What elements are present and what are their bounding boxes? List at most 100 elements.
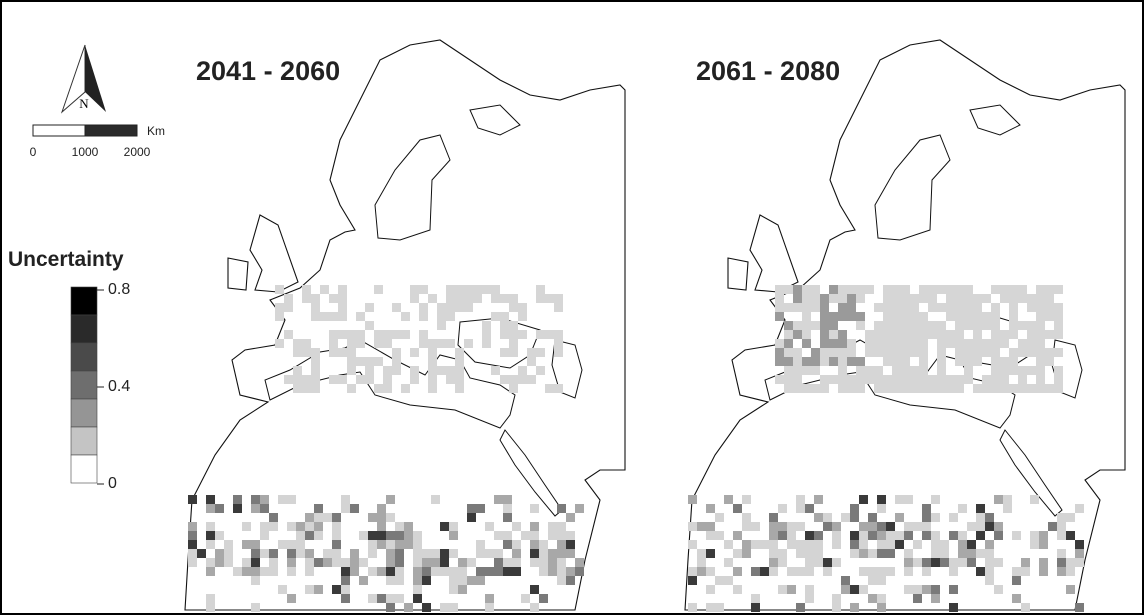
cell [206, 558, 215, 567]
cell [1045, 357, 1054, 366]
map-panel-left: 2041 - 2060 [184, 39, 626, 612]
cell [554, 348, 563, 357]
north-label: N [79, 96, 89, 111]
cell [856, 375, 865, 384]
cell [269, 549, 278, 558]
cell [509, 348, 518, 357]
cell [536, 294, 545, 303]
cell [437, 366, 446, 375]
cell [536, 348, 545, 357]
cell [1045, 330, 1054, 339]
cell [937, 366, 946, 375]
cell [910, 348, 919, 357]
cell [296, 549, 305, 558]
cell [503, 513, 512, 522]
cell [1009, 321, 1018, 330]
cell [973, 303, 982, 312]
cell [473, 285, 482, 294]
cell [482, 339, 491, 348]
cell [856, 357, 865, 366]
cell [994, 558, 1003, 567]
cell [985, 540, 994, 549]
cell [742, 549, 751, 558]
cell [784, 348, 793, 357]
cell [1009, 330, 1018, 339]
cell [820, 357, 829, 366]
cell [802, 303, 811, 312]
cell [494, 495, 503, 504]
arrow-right [85, 45, 106, 112]
cell [973, 312, 982, 321]
cell [985, 513, 994, 522]
cell [982, 339, 991, 348]
cell [269, 558, 278, 567]
cell [922, 504, 931, 513]
cell [874, 366, 883, 375]
cell [823, 567, 832, 576]
cell [530, 558, 539, 567]
cell [955, 357, 964, 366]
cell [958, 504, 967, 513]
cell [829, 312, 838, 321]
cell [814, 531, 823, 540]
cell [527, 375, 536, 384]
cell [422, 549, 431, 558]
cell [715, 603, 724, 612]
cell [991, 285, 1000, 294]
scale-label: 0 [30, 145, 37, 159]
cell [251, 567, 260, 576]
cell [1012, 594, 1021, 603]
cell [1066, 531, 1075, 540]
cell [1036, 366, 1045, 375]
cell [850, 531, 859, 540]
cell [802, 321, 811, 330]
cell [733, 549, 742, 558]
cell [386, 576, 395, 585]
cell [838, 303, 847, 312]
cell [967, 549, 976, 558]
cell [284, 375, 293, 384]
cell [949, 585, 958, 594]
cell [931, 513, 940, 522]
cell [769, 549, 778, 558]
legend-title: Uncertainty [8, 248, 124, 271]
cell [697, 558, 706, 567]
cell [503, 558, 512, 567]
cell [428, 375, 437, 384]
cell [976, 531, 985, 540]
cell [287, 540, 296, 549]
cell [904, 585, 913, 594]
cell [769, 531, 778, 540]
cell [350, 558, 359, 567]
cell [413, 549, 422, 558]
cell [1000, 339, 1009, 348]
cell [332, 540, 341, 549]
cell [374, 357, 383, 366]
cell [224, 549, 233, 558]
cell [509, 384, 518, 393]
cell [260, 531, 269, 540]
cell [188, 531, 197, 540]
cell [206, 567, 215, 576]
cell [566, 531, 575, 540]
cell [865, 375, 874, 384]
cell [883, 312, 892, 321]
cell [811, 294, 820, 303]
cell [395, 522, 404, 531]
cell [464, 339, 473, 348]
cell [413, 540, 422, 549]
legend: Uncertainty 0.8 0.4 0 [8, 248, 130, 492]
cell [856, 285, 865, 294]
cell [904, 495, 913, 504]
cell [347, 348, 356, 357]
cell [892, 339, 901, 348]
cell [877, 567, 886, 576]
cell [575, 558, 584, 567]
cell [847, 294, 856, 303]
cell [946, 294, 955, 303]
cell [811, 285, 820, 294]
cell [931, 549, 940, 558]
cell [314, 513, 323, 522]
cell [811, 348, 820, 357]
cell [829, 294, 838, 303]
